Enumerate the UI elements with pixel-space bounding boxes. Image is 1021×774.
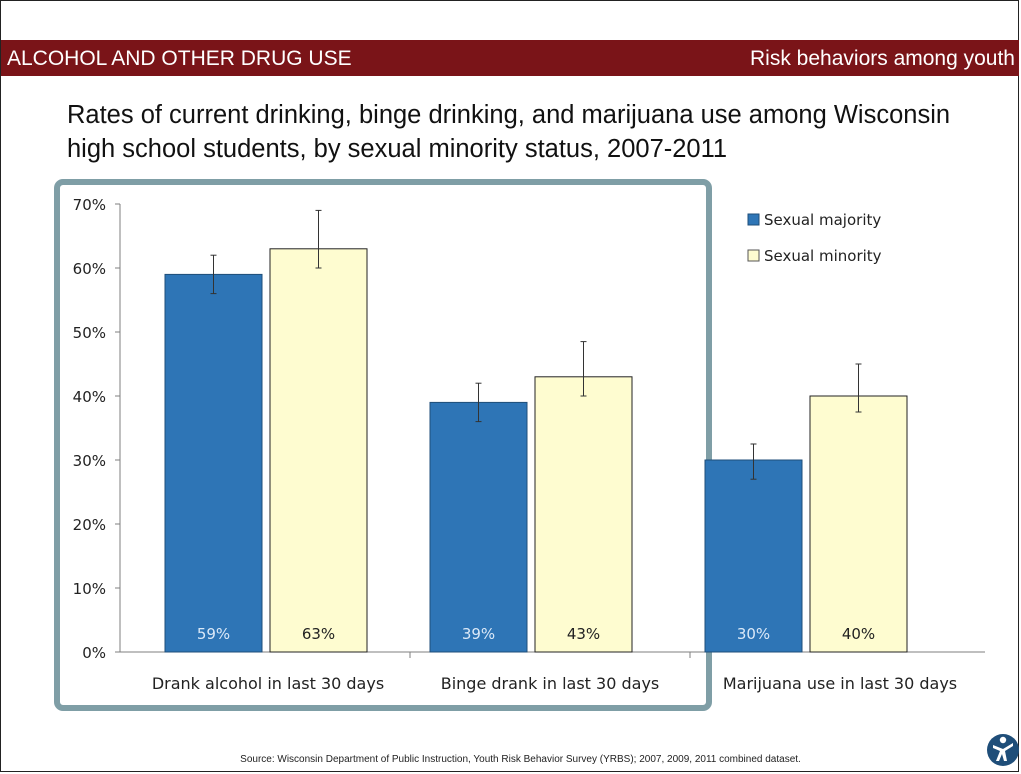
- y-tick-label: 10%: [73, 580, 106, 598]
- legend-swatch: [747, 213, 760, 226]
- bar-minority: [534, 376, 633, 653]
- data-label: 40%: [842, 625, 875, 643]
- y-tick-label: 0%: [82, 644, 106, 662]
- y-tick-label: 50%: [73, 324, 106, 342]
- bar-majority: [429, 401, 528, 653]
- y-tick-label: 70%: [73, 196, 106, 214]
- data-label: 39%: [462, 625, 495, 643]
- data-label: 30%: [737, 625, 770, 643]
- x-category-label: Drank alcohol in last 30 days: [152, 674, 384, 693]
- y-tick-label: 30%: [73, 452, 106, 470]
- data-label: 63%: [302, 625, 335, 643]
- y-tick-label: 40%: [73, 388, 106, 406]
- legend-label: Sexual majority: [764, 211, 881, 229]
- x-category-label: Binge drank in last 30 days: [441, 674, 660, 693]
- bar-majority: [704, 459, 803, 653]
- dpi-logo-icon: [987, 734, 1019, 766]
- data-label: 59%: [197, 625, 230, 643]
- bar-majority: [164, 273, 263, 653]
- source-note: Source: Wisconsin Department of Public I…: [240, 754, 801, 765]
- legend-label: Sexual minority: [764, 247, 882, 265]
- x-category-label: Marijuana use in last 30 days: [723, 674, 957, 693]
- legend-swatch: [747, 249, 760, 262]
- y-tick-label: 60%: [73, 260, 106, 278]
- header-band: ALCOHOL AND OTHER DRUG USE Risk behavior…: [1, 40, 1019, 76]
- y-tick-label: 20%: [73, 516, 106, 534]
- bar-minority: [809, 395, 908, 653]
- bar-minority: [269, 248, 368, 653]
- section-subtitle: Risk behaviors among youth: [750, 47, 1015, 70]
- data-label: 43%: [567, 625, 600, 643]
- chart-title: Rates of current drinking, binge drinkin…: [67, 101, 951, 163]
- section-title: ALCOHOL AND OTHER DRUG USE: [7, 47, 352, 70]
- highlight-box: [54, 179, 712, 711]
